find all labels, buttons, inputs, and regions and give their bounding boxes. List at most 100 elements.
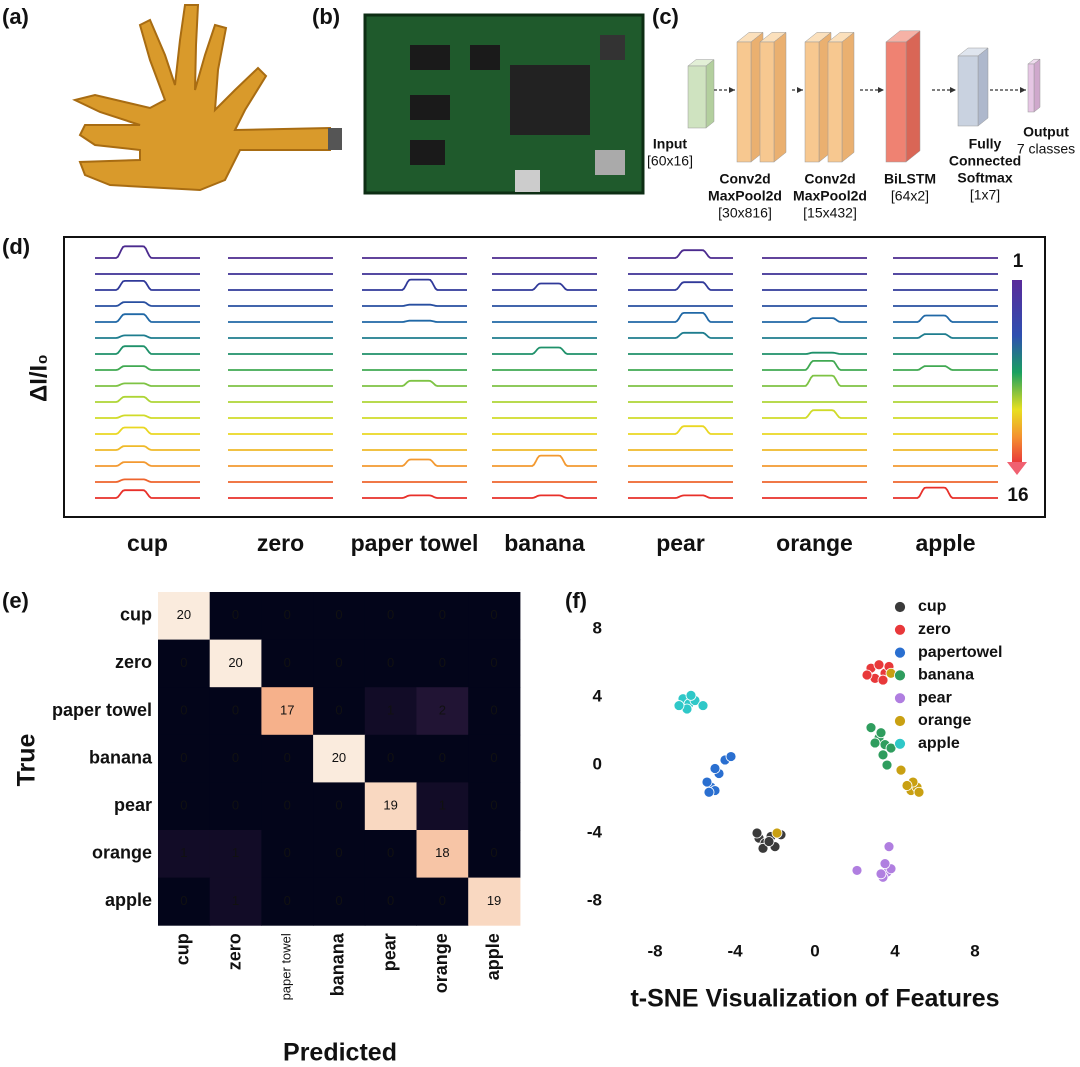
- layer-block: [804, 41, 820, 163]
- cell-label: 1: [232, 893, 239, 908]
- layer-label: Softmax: [957, 170, 1012, 186]
- panel-label: (a): [2, 4, 29, 29]
- heatmap-cell: [209, 734, 262, 783]
- layer-block: [1033, 58, 1041, 113]
- trace: [95, 489, 200, 499]
- trace: [628, 331, 733, 339]
- trace: [762, 351, 867, 355]
- heatmap-cell: [416, 734, 469, 783]
- cell-label: 0: [180, 655, 187, 670]
- heatmap-cell: [313, 639, 366, 688]
- legend-marker: [894, 646, 906, 659]
- heatmap-cell: [158, 877, 211, 926]
- cell-label: 1: [232, 845, 239, 860]
- trace: [95, 426, 200, 435]
- legend-label: cup: [918, 598, 947, 615]
- heatmap-cell: [209, 592, 262, 641]
- panel-label: (f): [565, 588, 587, 613]
- trace: [95, 414, 200, 419]
- cell-label: 0: [335, 607, 342, 622]
- cell-label: 0: [490, 750, 497, 765]
- scatter-point: [697, 700, 709, 711]
- layer-shape: [30x816]: [718, 205, 772, 221]
- heatmap-cell: [261, 830, 314, 879]
- heatmap-cell: [468, 830, 521, 879]
- trace: [628, 249, 733, 259]
- category-label: paper towel: [351, 530, 479, 556]
- panel-label: (d): [2, 234, 30, 259]
- cell-label: 0: [490, 845, 497, 860]
- cell-label: 0: [180, 798, 187, 813]
- trace: [95, 445, 200, 451]
- legend-label: orange: [918, 712, 971, 729]
- scatter-point: [875, 727, 887, 739]
- layer-block: [687, 65, 707, 129]
- cell-label: 0: [439, 750, 446, 765]
- heatmap-cell: [468, 687, 521, 736]
- scatter-point: [865, 722, 877, 734]
- heatmap-cell: [313, 734, 366, 783]
- hand-photo: [72, 4, 342, 192]
- arrow-head: [1020, 87, 1026, 93]
- trace: [95, 245, 200, 259]
- trace: [893, 365, 998, 371]
- trace: [762, 409, 867, 419]
- heatmap-cell: [416, 830, 469, 879]
- trace: [362, 319, 467, 323]
- arrow-head: [797, 87, 803, 93]
- legend-marker: [894, 669, 906, 682]
- trace: [362, 458, 467, 467]
- heatmap-cell: [261, 592, 314, 641]
- trace: [492, 282, 597, 291]
- scatter-point: [901, 780, 913, 791]
- heatmap-cell: [261, 687, 314, 736]
- cell-label: 0: [490, 702, 497, 717]
- legend-label: papertowel: [918, 644, 1002, 661]
- scatter-point: [751, 827, 763, 839]
- trace: [362, 278, 467, 291]
- cell-label: 0: [284, 750, 291, 765]
- cell-label: 0: [180, 893, 187, 908]
- layer-label: BiLSTM: [884, 171, 936, 187]
- trace: [893, 314, 998, 323]
- cell-label: 0: [284, 893, 291, 908]
- trace: [628, 312, 733, 323]
- trace: [95, 395, 200, 403]
- legend-label: zero: [918, 621, 951, 638]
- trace: [95, 334, 200, 339]
- y-tick-label: zero: [115, 652, 152, 672]
- cell-label: 18: [435, 845, 449, 860]
- heatmap-cell: [158, 639, 211, 688]
- scatter-point: [685, 689, 697, 701]
- arrow-head: [878, 87, 884, 93]
- cell-label: 0: [284, 798, 291, 813]
- colorbar-label: 1: [1013, 251, 1024, 272]
- x-tick-label: apple: [483, 933, 503, 980]
- colorbar: [1012, 280, 1022, 465]
- trace: [95, 280, 200, 291]
- heatmap-cell: [364, 592, 417, 641]
- cell-label: 0: [335, 798, 342, 813]
- heatmap-cell: [416, 592, 469, 641]
- layer-label: MaxPool2d: [708, 188, 782, 204]
- cell-label: 0: [335, 893, 342, 908]
- cell-label: 0: [490, 655, 497, 670]
- trace: [492, 494, 597, 499]
- heatmap-cell: [416, 687, 469, 736]
- layer-block: [957, 55, 979, 127]
- scatter-point: [883, 841, 895, 853]
- x-tick-label: pear: [379, 933, 399, 971]
- cell-label: 0: [439, 893, 446, 908]
- cell-label: 0: [387, 750, 394, 765]
- cell-label: 19: [383, 798, 397, 813]
- legend-label: banana: [918, 667, 974, 684]
- heatmap-cell: [364, 734, 417, 783]
- heatmap-cell: [313, 687, 366, 736]
- heatmap-cell: [416, 639, 469, 688]
- cell-label: 0: [232, 702, 239, 717]
- y-tick-label: orange: [92, 843, 152, 863]
- layer-shape: [60x16]: [647, 153, 693, 169]
- layer-block: [773, 31, 787, 163]
- heatmap-cell: [261, 734, 314, 783]
